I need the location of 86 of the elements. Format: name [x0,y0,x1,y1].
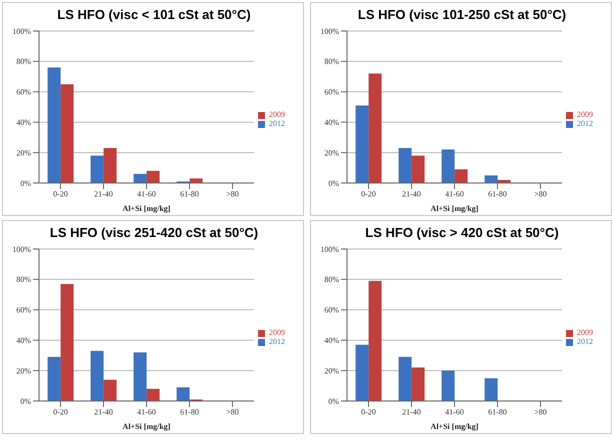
y-tick-label: 20% [16,366,32,376]
x-tick-label: >80 [534,408,547,417]
x-tick-label: >80 [534,190,547,199]
legend-label: 2012 [577,119,593,128]
bar [368,280,382,401]
y-tick-label: 0% [328,396,340,406]
bar [176,387,190,401]
bar [412,156,425,183]
y-tick-label: 60% [324,88,340,97]
bar [484,175,498,183]
legend-label: 2009 [577,328,593,337]
bar [104,148,117,183]
bar [48,356,61,401]
y-tick-label: 0% [328,178,340,188]
y-tick-label: 20% [324,148,340,158]
bar [90,350,104,401]
bar [90,156,104,183]
chart-title: LS HFO (visc < 101 cSt at 50°C) [56,7,252,22]
bar [134,174,147,183]
bar [60,84,74,183]
y-tick-label: 20% [324,366,340,376]
x-tick-label: 21-40 [402,408,421,417]
bar [454,169,468,183]
bar [368,74,382,183]
x-axis-title: Al+Si [mg/kg] [122,422,171,431]
bar [134,352,147,401]
y-tick-label: 60% [16,88,32,97]
x-tick-label: >80 [226,408,239,417]
x-tick-label: 0-20 [53,190,68,199]
y-tick-label: 100% [320,26,340,36]
bar [104,380,117,401]
y-tick-label: 40% [16,336,32,346]
x-tick-label: 41-60 [445,190,464,199]
legend-label: 2012 [577,337,593,346]
chart-title: LS HFO (visc 251-420 cSt at 50°C) [48,225,260,240]
y-tick-label: 20% [16,148,32,158]
x-tick-label: 61-80 [488,408,507,417]
x-axis-title: Al+Si [mg/kg] [122,204,171,213]
y-tick-label: 80% [324,275,340,284]
y-tick-label: 100% [12,26,32,36]
y-tick-label: 100% [320,244,340,254]
bar [442,370,455,401]
legend-label: 2012 [269,119,285,128]
x-axis-title: Al+Si [mg/kg] [430,204,479,213]
x-tick-label: 61-80 [488,190,507,199]
x-tick-label: 61-80 [180,408,199,417]
x-tick-label: 0-20 [361,408,376,417]
bar [356,105,369,183]
bar [398,356,412,401]
bar [412,368,425,401]
bar [60,284,74,401]
bar [146,388,160,401]
x-tick-label: 0-20 [53,408,68,417]
y-tick-label: 0% [20,396,32,406]
y-tick-label: 80% [324,57,340,66]
legend-label: 2009 [269,110,285,119]
x-axis-title: Al+Si [mg/kg] [430,422,479,431]
y-tick-label: 80% [16,57,32,66]
legend-label: 2009 [269,328,285,337]
y-tick-label: 80% [16,275,32,284]
bar [442,150,455,183]
chart-title: LS HFO (visc > 420 cSt at 50°C) [364,225,560,240]
x-tick-label: 41-60 [137,408,156,417]
x-tick-label: 41-60 [137,190,156,199]
bar [146,170,160,183]
x-tick-label: >80 [226,190,239,199]
chart-title: LS HFO (visc 101-250 cSt at 50°C) [356,7,568,22]
legend-label: 2012 [269,337,285,346]
y-tick-label: 40% [324,118,340,128]
bar [356,344,369,401]
x-tick-label: 0-20 [361,190,376,199]
y-tick-label: 60% [324,306,340,315]
legend-label: 2009 [577,110,593,119]
bar [484,378,498,401]
bar [398,148,412,183]
x-tick-label: 21-40 [94,190,113,199]
x-tick-label: 21-40 [94,408,113,417]
y-tick-label: 40% [324,336,340,346]
x-tick-label: 41-60 [445,408,464,417]
y-tick-label: 100% [12,244,32,254]
x-tick-label: 61-80 [180,190,199,199]
y-tick-label: 60% [16,306,32,315]
x-tick-label: 21-40 [402,190,421,199]
y-tick-label: 40% [16,118,32,128]
y-tick-label: 0% [20,178,32,188]
bar [48,67,61,183]
